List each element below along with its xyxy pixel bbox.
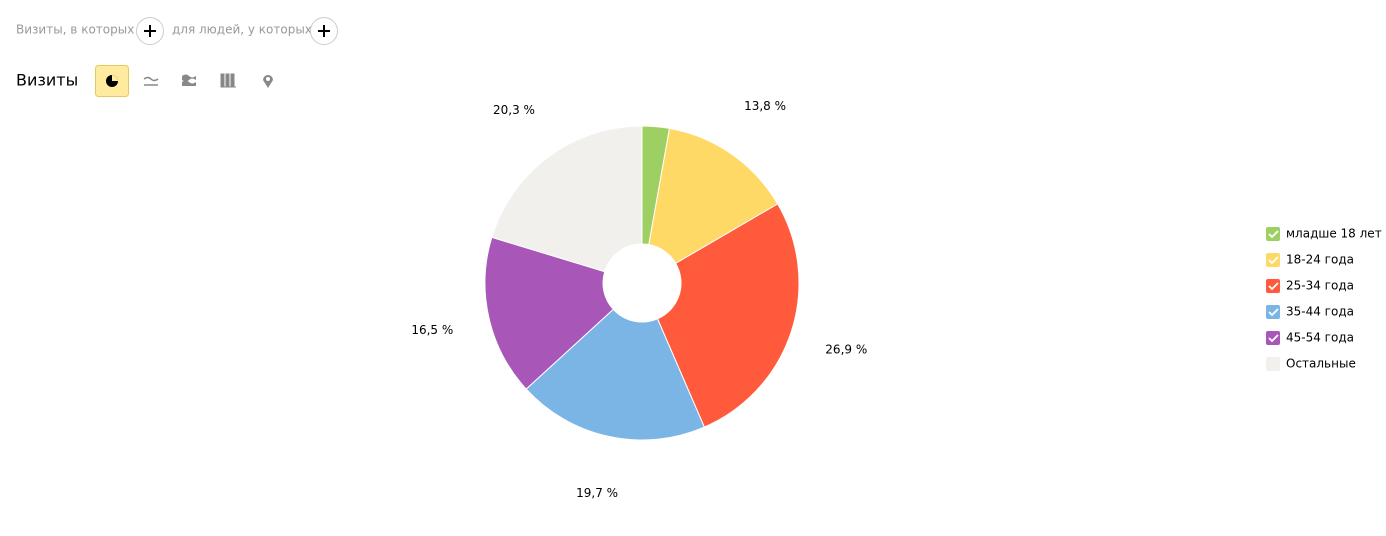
slice-label: 26,9 % [825,343,867,357]
legend-label: 35-44 года [1286,305,1354,319]
checkmark [1268,282,1279,291]
legend-item[interactable]: 25-34 года [1266,279,1354,294]
slice-label: 16,5 % [411,323,453,337]
legend-label: 18-24 года [1286,253,1354,267]
slice-label: 13,8 % [744,99,786,113]
legend-item[interactable]: 35-44 года [1266,305,1354,320]
area-view-button[interactable] [182,74,196,87]
legend-checkbox[interactable] [1266,253,1280,267]
filter-label: Визиты, в которых [16,23,134,37]
legend-label: 45-54 года [1286,331,1354,345]
pie-view-button[interactable] [95,65,129,97]
legend-item[interactable]: младше 18 лет [1266,227,1382,242]
filter-label: для людей, у которых [172,23,312,37]
pie-slice [648,127,779,265]
pie-slice [491,125,643,273]
map-view-button[interactable] [263,75,273,88]
add-visit-filter[interactable] [136,17,164,45]
add-people-filter[interactable] [310,17,338,45]
legend-item[interactable]: 45-54 года [1266,331,1354,346]
slice-label: 20,3 % [493,103,535,117]
checkmark [1268,334,1279,343]
pie-slice [484,236,614,390]
bar-view-button[interactable] [220,73,236,88]
legend-checkbox[interactable] [1266,331,1280,345]
legend-label: 25-34 года [1286,279,1354,293]
checkmark [1268,308,1279,317]
legend-checkbox[interactable] [1266,227,1280,241]
legend-checkbox[interactable] [1266,357,1280,371]
pie-slice [656,203,800,428]
legend-checkbox[interactable] [1266,279,1280,293]
line-view-button[interactable] [143,76,159,86]
legend-checkbox[interactable] [1266,305,1280,319]
section-title: Визиты [16,71,78,90]
legend-item[interactable]: Остальные [1266,357,1356,372]
slice-label: 19,7 % [576,486,618,500]
legend-label: Остальные [1286,357,1356,371]
checkmark [1268,230,1279,239]
pie-slice [525,308,706,441]
legend-item[interactable]: 18-24 года [1266,253,1354,268]
legend-label: младше 18 лет [1286,227,1382,241]
checkmark [1268,256,1279,265]
chart: 13,8 % 26,9 % 19,7 % 16,5 % 20,3 % младше 18 … [411,99,1381,500]
